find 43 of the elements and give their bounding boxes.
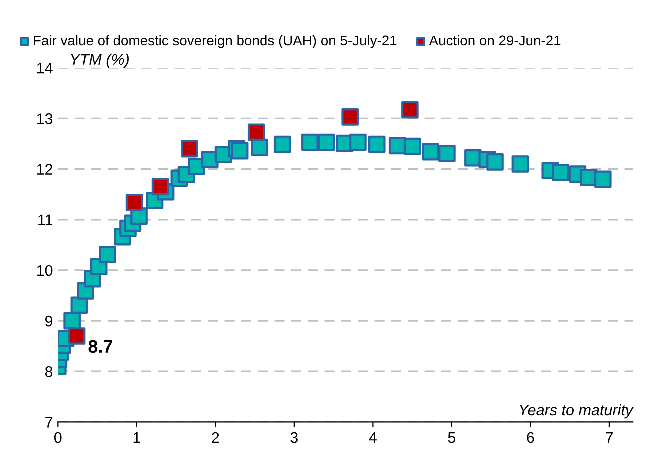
point bbox=[402, 101, 419, 119]
y-tick-label: 10 bbox=[37, 265, 53, 276]
y-tick-label: 14 bbox=[37, 63, 53, 74]
point bbox=[181, 140, 198, 158]
y-tick-label: 9 bbox=[46, 316, 53, 327]
y-tick-label: 12 bbox=[37, 164, 53, 175]
point bbox=[318, 134, 336, 152]
point bbox=[438, 144, 456, 162]
x-tick-label: 4 bbox=[369, 432, 377, 444]
point bbox=[368, 136, 386, 154]
x-tick-label: 1 bbox=[134, 432, 140, 444]
point bbox=[274, 136, 292, 154]
point bbox=[552, 164, 570, 182]
point bbox=[231, 142, 249, 160]
point bbox=[422, 143, 440, 161]
y-tick-label: 11 bbox=[38, 214, 53, 226]
legend-label: Auction on 29-Jun-21 bbox=[429, 35, 561, 46]
y-tick-label: 7 bbox=[46, 417, 53, 428]
legend-label: Fair value of domestic sovereign bonds (UAH) on 5-July-21 bbox=[34, 35, 397, 48]
point bbox=[68, 328, 86, 345]
point bbox=[251, 138, 268, 156]
point bbox=[350, 134, 367, 152]
x-tick-label: 0 bbox=[54, 432, 62, 444]
point bbox=[302, 134, 319, 152]
x-tick-label: 6 bbox=[527, 432, 534, 444]
x-tick-label: 7 bbox=[606, 432, 613, 444]
point bbox=[486, 154, 504, 171]
point bbox=[594, 170, 612, 188]
x-tick-label: 3 bbox=[290, 432, 298, 444]
x-tick-label: 2 bbox=[212, 432, 220, 444]
point bbox=[404, 138, 422, 156]
y-axis-title: YTM (%) bbox=[71, 54, 129, 68]
point bbox=[248, 124, 266, 141]
point bbox=[99, 246, 116, 264]
point bbox=[152, 178, 170, 196]
y-tick-label: 8 bbox=[45, 366, 53, 378]
y-tick-label: 13 bbox=[37, 114, 53, 124]
annotation: 8.7 bbox=[88, 340, 112, 354]
point bbox=[512, 156, 530, 173]
point bbox=[126, 194, 144, 212]
point bbox=[342, 108, 359, 126]
x-tick-label: 5 bbox=[448, 432, 456, 444]
x-axis-title: Years to maturity bbox=[520, 404, 634, 419]
